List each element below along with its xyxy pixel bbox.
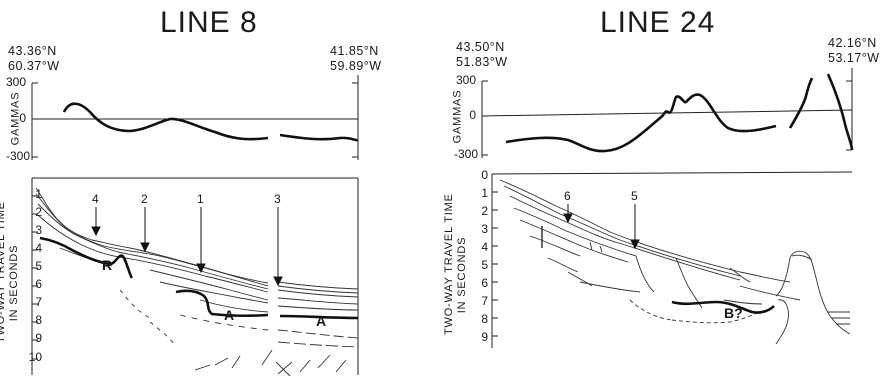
- end-coordinates: 42.16°N 53.17°W: [828, 36, 880, 66]
- arrow-label-3: 3: [274, 192, 281, 206]
- arrow-label-4: 4: [92, 192, 99, 206]
- end-latitude: 42.16°N: [828, 36, 877, 50]
- panel-line-24: LINE 24 43.50°N 51.83°W 42.16°N 53.17°W …: [440, 0, 888, 389]
- mag-tick-label: -300: [5, 149, 30, 163]
- shot-arrows: [563, 204, 640, 250]
- arrow-label-2: 2: [141, 192, 148, 206]
- horizon-label-b: B?: [724, 305, 743, 321]
- time-tick-label: 5: [35, 259, 42, 273]
- time-tick-label: 7: [481, 294, 488, 308]
- time-tick-label: 1: [35, 187, 42, 201]
- start-longitude: 60.37°W: [8, 59, 60, 73]
- time-tick-label: 6: [35, 277, 42, 291]
- end-coordinates: 41.85°N 59.89°W: [330, 44, 382, 74]
- end-latitude: 41.85°N: [330, 44, 379, 58]
- time-tick-label: 8: [35, 313, 42, 327]
- start-coordinates: 43.36°N 60.37°W: [8, 44, 60, 74]
- arrow-label-1: 1: [197, 192, 204, 206]
- line-8-drawing: 4 2 1 3 R A A: [31, 75, 359, 377]
- time-tick-label: 7: [35, 295, 42, 309]
- mag-tick-label: 300: [5, 75, 26, 89]
- magnetic-profile-segment: [826, 73, 854, 151]
- magnetic-profile-segment: [279, 133, 359, 142]
- seismic-top-line: [491, 171, 853, 175]
- end-longitude: 59.89°W: [330, 59, 382, 73]
- mag-zero-line: [481, 109, 853, 117]
- time-tick-label: 5: [481, 258, 488, 272]
- magnetic-profile: [62, 102, 269, 141]
- line-24-drawing: 6 5 B?: [481, 68, 854, 348]
- horizon-label-r: R: [102, 257, 112, 273]
- arrow-labels: 6 5: [564, 189, 638, 203]
- panel-title: LINE 24: [600, 6, 716, 39]
- time-tick-label: 2: [481, 204, 488, 218]
- start-longitude: 51.83°W: [456, 55, 508, 69]
- time-tick-label: 3: [481, 222, 488, 236]
- end-longitude: 53.17°W: [828, 51, 880, 65]
- time-tick-label: 4: [35, 241, 42, 255]
- start-coordinates: 43.50°N 51.83°W: [456, 40, 508, 70]
- time-tick-label: 6: [481, 276, 488, 290]
- time-tick-label: 9: [35, 331, 42, 345]
- time-tick-label: 3: [35, 223, 42, 237]
- arrow-label-6: 6: [564, 189, 571, 203]
- horizon-label-a: A: [316, 313, 326, 329]
- time-tick-label: 9: [481, 330, 488, 344]
- bold-horizons: [671, 300, 775, 314]
- shot-arrows: [91, 207, 283, 287]
- panel-title: LINE 8: [160, 6, 258, 39]
- time-tick-label: 1: [481, 186, 488, 200]
- start-latitude: 43.36°N: [8, 44, 57, 58]
- time-tick-label: 4: [481, 240, 488, 254]
- time-tick-label: 0: [481, 168, 488, 182]
- panel-line-8: LINE 8 43.36°N 60.37°W 41.85°N 59.89°W G…: [0, 0, 440, 389]
- mag-tick-label: 0: [19, 111, 26, 125]
- bold-horizons: [39, 236, 359, 320]
- seismic-reflectors: [499, 179, 851, 345]
- magnetic-profile-segment: [788, 77, 814, 129]
- mag-tick-label: 0: [469, 108, 476, 122]
- mag-tick-label: -300: [453, 147, 478, 161]
- time-tick-label: 8: [481, 312, 488, 326]
- mag-tick-label: 300: [455, 73, 476, 87]
- horizon-labels: B?: [724, 305, 743, 321]
- arrow-labels: 4 2 1 3: [92, 192, 281, 206]
- start-latitude: 43.50°N: [456, 40, 505, 54]
- magnetic-profile: [505, 93, 777, 153]
- time-tick-label: 2: [35, 205, 42, 219]
- horizon-label-a: A: [224, 307, 234, 323]
- seismic-reflectors: [35, 187, 359, 377]
- arrow-label-5: 5: [631, 189, 638, 203]
- horizon-labels: R A A: [102, 257, 326, 329]
